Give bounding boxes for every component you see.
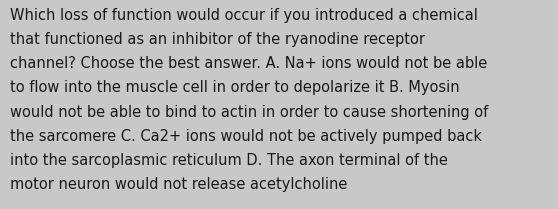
Text: would not be able to bind to actin in order to cause shortening of: would not be able to bind to actin in or… — [10, 104, 488, 120]
Text: the sarcomere C. Ca2+ ions would not be actively pumped back: the sarcomere C. Ca2+ ions would not be … — [10, 129, 482, 144]
Text: Which loss of function would occur if you introduced a chemical: Which loss of function would occur if yo… — [10, 8, 478, 23]
Text: motor neuron would not release acetylcholine: motor neuron would not release acetylcho… — [10, 177, 348, 192]
Text: channel? Choose the best answer. A. Na+ ions would not be able: channel? Choose the best answer. A. Na+ … — [10, 56, 487, 71]
Text: into the sarcoplasmic reticulum D. The axon terminal of the: into the sarcoplasmic reticulum D. The a… — [10, 153, 448, 168]
Text: that functioned as an inhibitor of the ryanodine receptor: that functioned as an inhibitor of the r… — [10, 32, 425, 47]
Text: to flow into the muscle cell in order to depolarize it B. Myosin: to flow into the muscle cell in order to… — [10, 80, 460, 96]
